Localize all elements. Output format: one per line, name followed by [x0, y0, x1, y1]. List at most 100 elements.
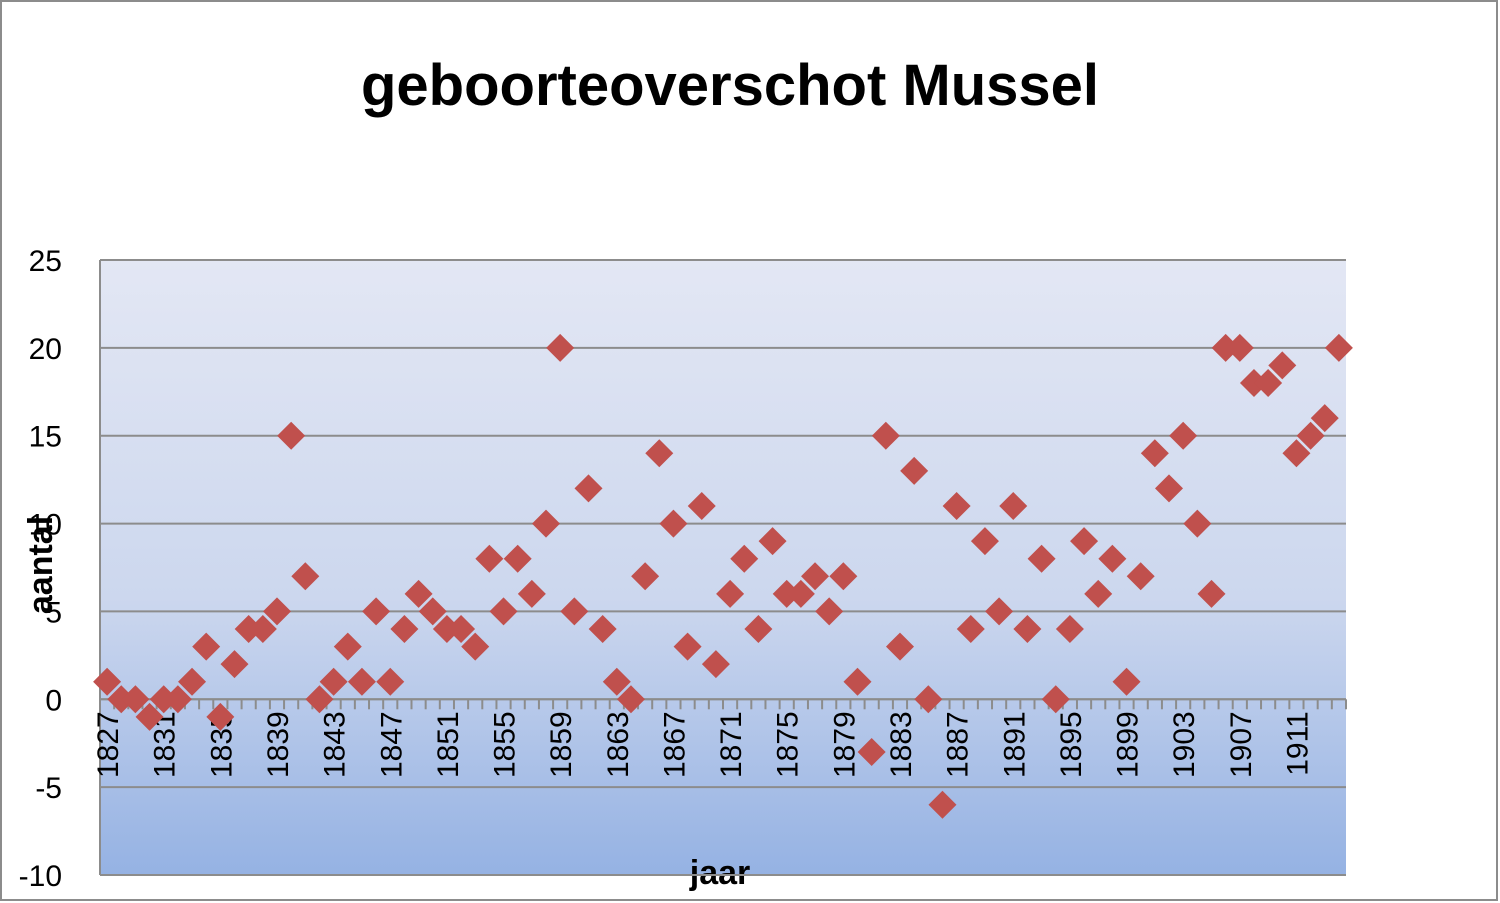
point — [1169, 421, 1198, 450]
point — [956, 615, 985, 643]
x-tick-label: 1907 — [1225, 711, 1258, 778]
point — [914, 685, 943, 714]
x-tick-label: 1879 — [828, 711, 861, 778]
y-tick-label: 25 — [29, 245, 62, 278]
point — [560, 597, 589, 626]
point — [163, 685, 192, 714]
point — [772, 579, 801, 608]
point — [1197, 579, 1226, 608]
point — [1254, 369, 1283, 397]
x-tick-label: 1867 — [658, 711, 691, 778]
point — [659, 509, 688, 538]
point — [574, 474, 603, 503]
point — [871, 421, 900, 450]
point — [404, 579, 433, 608]
point — [107, 685, 136, 714]
point — [390, 615, 419, 643]
point — [1027, 544, 1056, 573]
point — [1098, 544, 1127, 573]
x-tick-label: 1899 — [1112, 711, 1145, 778]
point — [418, 597, 447, 626]
point — [347, 667, 376, 696]
point — [716, 579, 745, 608]
x-tick-label: 1875 — [772, 711, 805, 778]
point — [801, 562, 830, 591]
point — [616, 685, 645, 714]
point — [744, 615, 773, 643]
y-tick-label: -5 — [35, 772, 62, 805]
point — [1155, 474, 1184, 503]
point — [1013, 615, 1042, 643]
point — [970, 527, 999, 556]
x-tick-label: 1871 — [715, 711, 748, 778]
point — [503, 544, 532, 573]
x-tick-label: 1839 — [262, 711, 295, 778]
point — [673, 632, 702, 661]
point — [1310, 404, 1339, 433]
point — [376, 667, 405, 696]
point — [277, 421, 306, 450]
point — [1055, 615, 1084, 643]
point — [291, 562, 320, 591]
point — [362, 597, 391, 626]
x-tick-label: 1847 — [375, 711, 408, 778]
point — [206, 702, 235, 731]
point — [135, 702, 164, 731]
point — [928, 790, 957, 819]
point — [234, 615, 263, 643]
chart-title: geboorteoverschot Mussel — [361, 53, 1099, 118]
point — [192, 632, 221, 661]
point — [588, 615, 617, 643]
x-tick-label: 1887 — [942, 711, 975, 778]
point — [999, 492, 1028, 520]
point — [985, 597, 1014, 626]
point — [432, 615, 461, 643]
point — [1282, 439, 1311, 468]
plot-area — [100, 260, 1346, 875]
point — [1225, 333, 1254, 362]
x-tick-label: 1863 — [602, 711, 635, 778]
y-tick-label: 10 — [29, 509, 62, 542]
point — [701, 650, 730, 679]
point — [262, 597, 291, 626]
point — [631, 562, 660, 591]
x-tick-label: 1883 — [885, 711, 918, 778]
y-tick-label: -10 — [19, 860, 62, 893]
point — [1126, 562, 1155, 591]
point — [815, 597, 844, 626]
x-tick-label: 1891 — [998, 711, 1031, 778]
point — [1324, 333, 1353, 362]
y-axis-title: aantal — [22, 516, 60, 614]
x-axis-title: jaar — [689, 854, 751, 892]
point — [489, 597, 518, 626]
point — [730, 544, 759, 573]
point — [546, 333, 575, 362]
point — [786, 579, 815, 608]
point — [843, 667, 872, 696]
point — [333, 632, 362, 661]
point — [1211, 333, 1240, 362]
x-tick-label: 1895 — [1055, 711, 1088, 778]
point — [829, 562, 858, 591]
point — [447, 615, 476, 643]
point — [532, 509, 561, 538]
point — [1084, 579, 1113, 608]
x-tick-label: 1859 — [545, 711, 578, 778]
x-tick-label: 1843 — [319, 711, 352, 778]
x-tick-label: 1827 — [92, 711, 125, 778]
point — [1140, 439, 1169, 468]
point — [319, 667, 348, 696]
point — [1070, 527, 1099, 556]
x-tick-label: 1911 — [1281, 711, 1314, 776]
point — [1183, 509, 1212, 538]
point — [149, 685, 178, 714]
point — [1041, 685, 1070, 714]
x-tick-label: 1855 — [489, 711, 522, 778]
point — [1268, 351, 1297, 380]
x-tick-label: 1903 — [1168, 711, 1201, 778]
point — [942, 492, 971, 520]
point — [900, 456, 929, 485]
point — [1239, 369, 1268, 397]
point — [220, 650, 249, 679]
